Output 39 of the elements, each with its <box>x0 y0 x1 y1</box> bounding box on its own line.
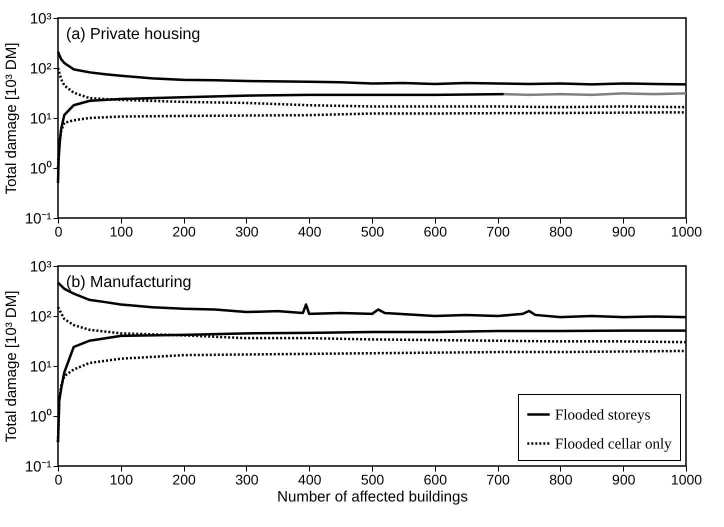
x-tick-label: 500 <box>360 224 384 240</box>
chart-title: (a) Private housing <box>66 26 200 43</box>
x-tick-label: 100 <box>110 472 134 488</box>
x-tick-label: 200 <box>172 472 196 488</box>
y-tick-label: 10⁻¹ <box>24 210 52 228</box>
x-tick-label: 100 <box>110 224 134 240</box>
y-tick-label: 10² <box>30 308 52 326</box>
x-tick-label: 900 <box>612 224 636 240</box>
x-tick-label: 800 <box>549 224 573 240</box>
x-tick-label: 1000 <box>670 472 702 488</box>
y-tick-label: 10¹ <box>30 358 52 376</box>
y-tick-label: 10² <box>30 60 52 78</box>
x-tick-label: 900 <box>612 472 636 488</box>
x-tick-label: 400 <box>298 224 322 240</box>
y-tick-label: 10⁰ <box>30 160 52 178</box>
x-tick-label: 200 <box>172 224 196 240</box>
y-tick-label: 10⁰ <box>30 408 52 426</box>
x-axis-title: Number of affected buildings <box>277 488 468 506</box>
x-tick-label: 0 <box>54 472 63 488</box>
x-tick-label: 300 <box>235 472 259 488</box>
x-tick-label: 0 <box>54 224 63 240</box>
chart-title: (b) Manufacturing <box>66 274 192 291</box>
y-tick-label: 10¹ <box>30 110 52 128</box>
legend-label: Flooded storeys <box>555 408 651 424</box>
legend-label: Flooded cellar only <box>555 436 672 452</box>
x-tick-label: 300 <box>235 224 259 240</box>
x-tick-label: 600 <box>424 224 448 240</box>
x-tick-label: 500 <box>360 472 384 488</box>
x-tick-label: 1000 <box>670 224 702 240</box>
y-axis-title: Total damage [10³ DM] <box>2 290 20 442</box>
x-tick-label: 700 <box>486 224 510 240</box>
y-tick-label: 10³ <box>30 10 52 28</box>
x-tick-label: 400 <box>298 472 322 488</box>
y-tick-label: 10³ <box>30 258 52 276</box>
y-tick-label: 10⁻¹ <box>24 458 52 476</box>
x-tick-label: 800 <box>549 472 573 488</box>
x-tick-label: 700 <box>486 472 510 488</box>
y-axis-title: Total damage [10³ DM] <box>2 42 20 194</box>
x-tick-label: 600 <box>424 472 448 488</box>
